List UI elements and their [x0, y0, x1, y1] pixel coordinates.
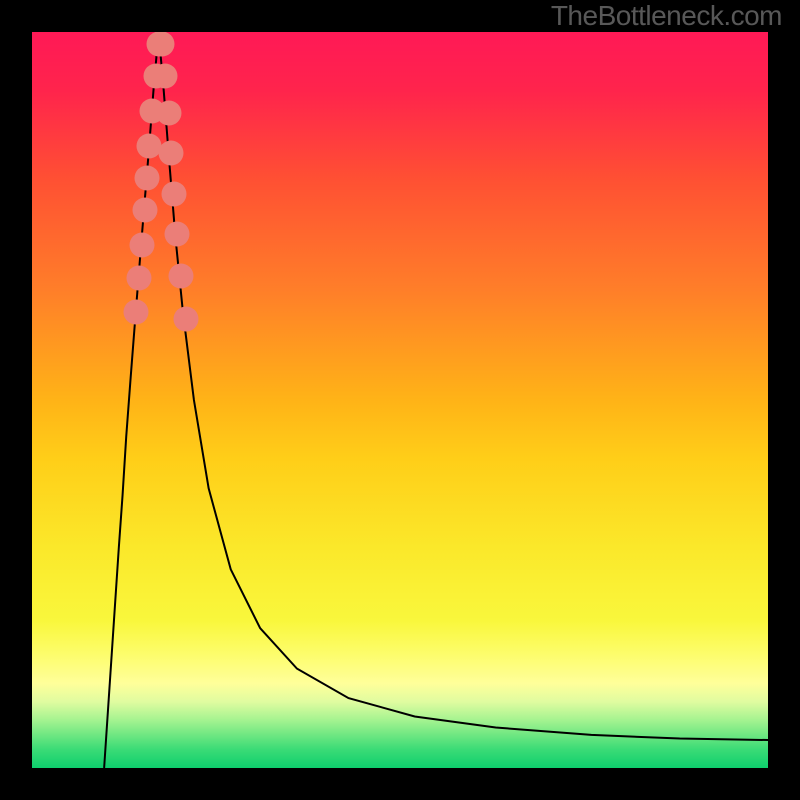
- data-point: [162, 181, 187, 206]
- data-point: [173, 307, 198, 332]
- data-point: [130, 233, 155, 258]
- data-point: [156, 100, 181, 125]
- data-point: [153, 64, 178, 89]
- data-point: [169, 264, 194, 289]
- data-point: [133, 198, 158, 223]
- data-point: [136, 134, 161, 159]
- plot-area: [32, 32, 768, 768]
- watermark-text: TheBottleneck.com: [551, 0, 782, 32]
- data-point: [127, 265, 152, 290]
- data-point: [135, 165, 160, 190]
- data-point: [159, 141, 184, 166]
- data-point: [149, 32, 174, 56]
- data-point: [123, 299, 148, 324]
- data-point: [165, 222, 190, 247]
